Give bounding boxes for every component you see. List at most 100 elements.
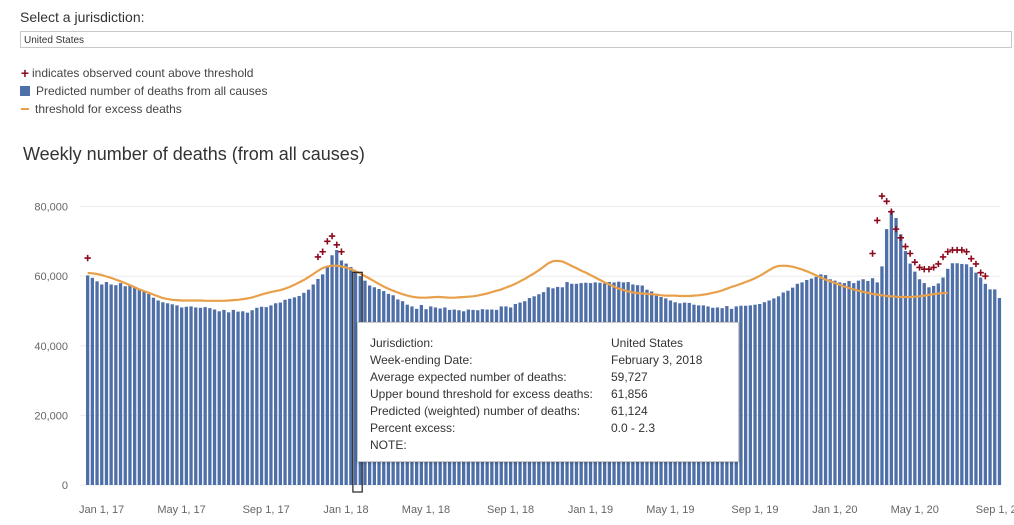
bar — [988, 289, 992, 485]
bar — [128, 284, 132, 485]
bar — [151, 297, 156, 485]
x-tick-label: Sep 1, 20 — [976, 504, 1014, 516]
bar — [875, 282, 879, 485]
tooltip-value: 59,727 — [611, 370, 648, 384]
excess-marker — [939, 253, 947, 261]
x-tick-label: May 1, 17 — [157, 504, 205, 516]
tooltip-label: Predicted (weighted) number of deaths: — [370, 404, 581, 418]
legend-label-predicted: Predicted number of deaths from all caus… — [36, 84, 268, 98]
bar — [241, 311, 245, 485]
tooltip-label: Jurisdiction: — [370, 336, 434, 350]
bar — [349, 267, 353, 485]
bar — [861, 279, 865, 485]
bar — [922, 283, 926, 485]
excess-marker — [972, 260, 980, 268]
bar — [321, 274, 325, 485]
bar — [885, 229, 889, 485]
bar — [772, 298, 776, 485]
bar — [222, 309, 226, 485]
bar — [245, 312, 250, 485]
excess-marker — [935, 260, 942, 268]
legend-label-threshold: threshold for excess deaths — [35, 102, 182, 116]
legend-label-observed: indicates observed count above threshold — [32, 66, 254, 80]
excess-marker — [338, 248, 345, 255]
excess-marker — [869, 250, 876, 257]
bar — [913, 271, 917, 485]
tooltip-value: February 3, 2018 — [611, 353, 703, 367]
bar — [903, 251, 908, 485]
threshold-line — [87, 259, 948, 302]
excess-marker — [977, 269, 984, 276]
excess-marker — [878, 192, 886, 200]
bar — [866, 280, 870, 485]
bar — [104, 282, 109, 485]
x-tick-label: May 1, 19 — [646, 504, 694, 516]
excess-marker — [982, 272, 989, 280]
bar — [311, 284, 315, 485]
bar — [137, 289, 141, 485]
x-tick-label: Jan 1, 20 — [812, 504, 857, 516]
bar — [142, 291, 146, 485]
excess-marker — [888, 208, 895, 215]
legend-item-threshold: threshold for excess deaths — [18, 100, 267, 118]
excess-marker — [874, 217, 881, 224]
bar — [955, 263, 959, 485]
bar — [316, 278, 320, 485]
excess-marker — [883, 198, 890, 205]
bar — [964, 264, 969, 485]
bar — [264, 307, 268, 485]
y-tick-label: 40,000 — [34, 341, 68, 353]
legend-item-predicted: Predicted number of deaths from all caus… — [18, 82, 267, 100]
bar — [184, 306, 188, 485]
tooltip-label: Average expected number of deaths: — [370, 370, 567, 384]
y-tick-label: 20,000 — [34, 410, 68, 422]
bar — [330, 255, 334, 485]
bar — [335, 250, 339, 485]
bar — [165, 303, 170, 485]
bar — [86, 275, 90, 485]
bar — [123, 286, 127, 485]
tooltip-row-threshold: Upper bound threshold for excess deaths:… — [370, 386, 728, 403]
x-tick-label: Sep 1, 18 — [487, 504, 534, 516]
bar — [946, 268, 950, 485]
bar — [786, 290, 790, 485]
x-tick-label: Jan 1, 18 — [323, 504, 368, 516]
bar — [927, 287, 931, 485]
tooltip-value: 61,856 — [611, 387, 648, 401]
bar — [283, 299, 287, 485]
bar — [979, 277, 983, 485]
bar — [198, 307, 203, 485]
bar — [95, 281, 99, 485]
bar — [805, 279, 809, 485]
bar — [993, 289, 997, 485]
excess-marker — [902, 243, 909, 250]
bar — [941, 277, 945, 485]
x-tick-label: Sep 1, 17 — [243, 504, 290, 516]
bar — [739, 305, 743, 485]
bar — [133, 286, 137, 485]
legend-item-observed: + indicates observed count above thresho… — [18, 64, 267, 82]
y-axis-ticks: 0 20,000 40,000 60,000 80,000 — [34, 202, 68, 493]
bar — [997, 298, 1002, 485]
bar — [114, 285, 118, 485]
excess-marker — [916, 264, 923, 271]
jurisdiction-select[interactable]: United States — [20, 31, 1012, 48]
bar — [889, 210, 893, 486]
bar — [297, 295, 301, 485]
tooltip-row-note: NOTE: — [370, 437, 728, 454]
bar — [852, 283, 856, 485]
bar — [932, 285, 936, 485]
excess-marker — [925, 265, 933, 273]
bar — [814, 276, 818, 485]
bar — [969, 267, 973, 485]
tooltip-value: United States — [611, 336, 684, 350]
bar — [758, 303, 762, 485]
excess-marker — [911, 259, 919, 266]
bar — [776, 296, 781, 485]
bar — [208, 308, 212, 485]
bar — [748, 305, 752, 485]
bar — [274, 303, 278, 485]
bar — [288, 298, 292, 485]
bar — [753, 304, 757, 485]
bar — [250, 310, 254, 485]
